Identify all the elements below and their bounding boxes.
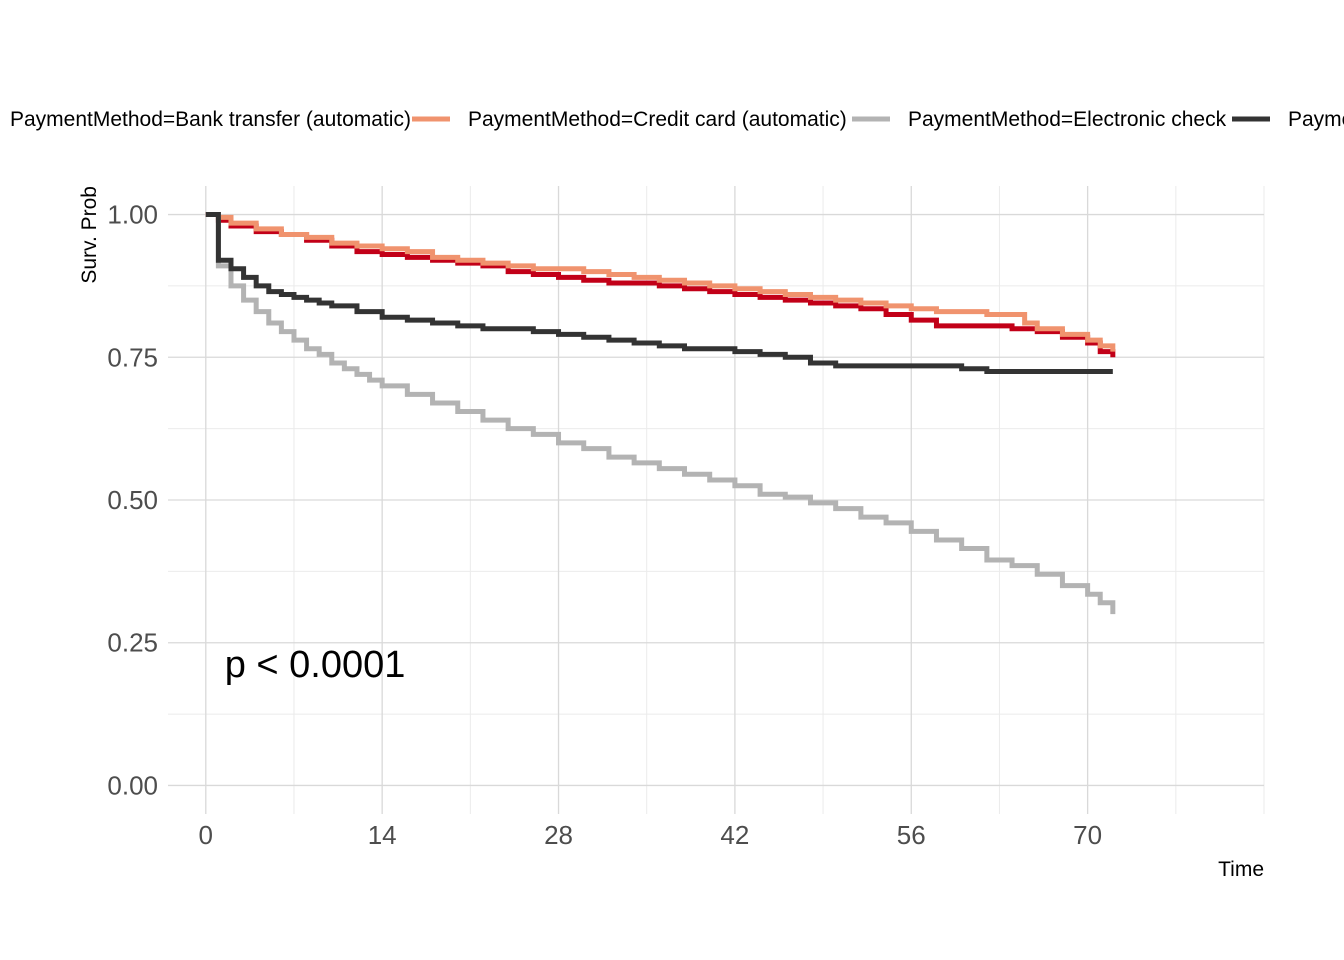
survival-curve [205, 212, 1116, 358]
survival-curve [205, 212, 1113, 375]
x-tick-label: 42 [720, 820, 749, 850]
x-axis-ticks: 0 14 28 42 56 70 [199, 820, 1103, 850]
x-tick-label: 0 [199, 820, 213, 850]
p-value-annotation: p < 0.0001 [225, 644, 406, 686]
survival-curve [205, 212, 1116, 615]
y-axis-ticks: 0.00 0.25 0.50 0.75 1.00 [107, 200, 158, 801]
x-tick-label: 70 [1073, 820, 1102, 850]
x-axis-title: Time [1218, 858, 1264, 881]
legend-label: PaymentMethod=Electronic check [908, 108, 1227, 131]
survival-curves [205, 212, 1116, 615]
y-tick-label: 0.75 [107, 342, 158, 372]
legend-label: PaymentMethod=Bank transfer (automatic) [10, 108, 411, 131]
y-tick-label: 0.25 [107, 628, 158, 658]
survival-curve [205, 212, 1116, 352]
x-tick-label: 28 [544, 820, 573, 850]
y-tick-label: 0.00 [107, 770, 158, 800]
x-tick-label: 14 [368, 820, 397, 850]
y-tick-label: 0.50 [107, 485, 158, 515]
y-axis-title: Surv. Prob [78, 186, 101, 284]
grid [168, 186, 1265, 814]
x-tick-label: 56 [897, 820, 926, 850]
legend-label: PaymentMethod=Credit card (automatic) [468, 108, 847, 131]
legend: PaymentMethod=Bank transfer (automatic) P… [10, 108, 1344, 131]
y-tick-label: 1.00 [107, 200, 158, 230]
legend-label: PaymentMethod=Mailed check [1288, 108, 1344, 131]
